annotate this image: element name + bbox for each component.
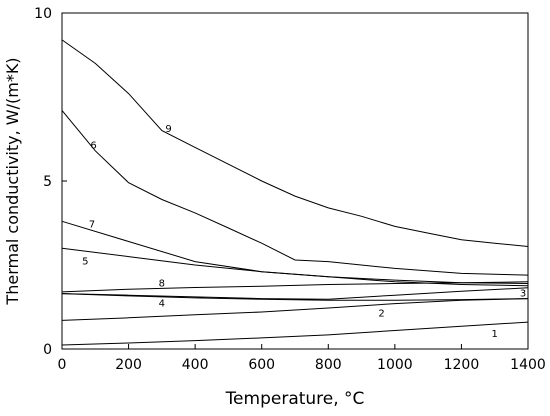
y-tick-label: 10 [34, 6, 52, 22]
curve-label-4: 4 [159, 299, 165, 310]
curve-label-layer: 1 2 3 4 5 6 7 8 9 [82, 124, 526, 340]
y-tick-label: 0 [43, 342, 52, 358]
x-tick-label: 200 [115, 357, 142, 373]
series-line-6 [61, 110, 529, 276]
series-line-1 [61, 321, 529, 346]
x-tick-label: 1000 [377, 357, 413, 373]
series-line-3 [61, 287, 529, 300]
plot-area [61, 12, 529, 350]
series-line-8 [61, 281, 529, 293]
curve-label-8: 8 [159, 278, 165, 289]
x-tick-label: 0 [58, 357, 67, 373]
x-axis: 0 200 400 600 800 1000 1200 1400 [58, 344, 546, 373]
curve-label-2: 2 [378, 309, 384, 320]
y-axis: 0 5 10 [34, 6, 67, 358]
x-axis-title: Temperature, °C [225, 389, 365, 409]
y-tick-label: 5 [43, 174, 52, 190]
curve-label-9: 9 [165, 124, 171, 135]
x-tick-label: 800 [315, 357, 342, 373]
series-line-4 [61, 293, 529, 301]
curve-label-1: 1 [492, 329, 498, 340]
x-tick-label: 1400 [510, 357, 546, 373]
series-layer [61, 39, 529, 346]
x-tick-label: 1200 [444, 357, 480, 373]
curve-label-5: 5 [82, 257, 88, 268]
series-line-9 [61, 39, 529, 247]
curve-label-3: 3 [520, 289, 526, 300]
y-axis-title: Thermal conductivity, W/(m*K) [3, 57, 22, 305]
x-tick-label: 600 [248, 357, 275, 373]
series-line-7 [61, 220, 529, 284]
series-line-2 [61, 298, 529, 321]
curve-label-7: 7 [89, 220, 95, 231]
x-tick-label: 400 [182, 357, 209, 373]
curve-label-6: 6 [90, 141, 96, 152]
